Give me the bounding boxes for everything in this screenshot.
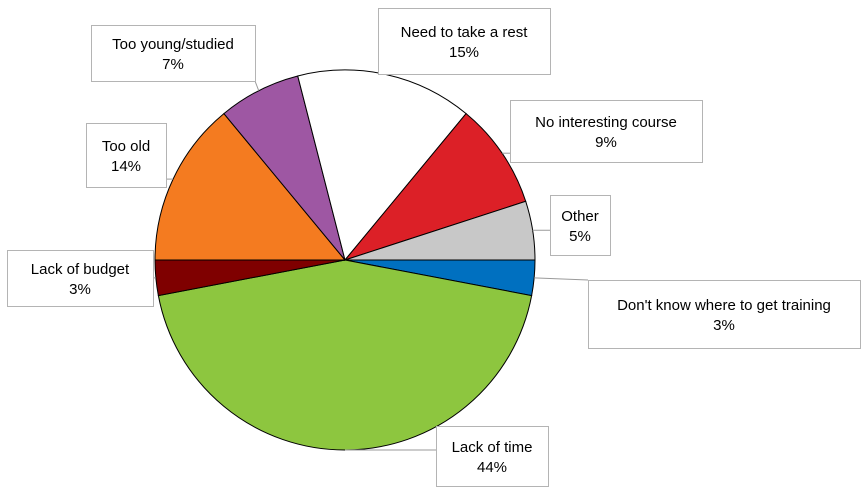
label-category: No interesting course	[535, 114, 677, 131]
label-category: Lack of time	[452, 439, 533, 456]
label-box	[91, 25, 256, 82]
data-label-need-to-take-a-rest: Need to take a rest 15%	[378, 8, 551, 75]
label-box	[588, 280, 861, 349]
label-box	[510, 100, 703, 163]
label-box	[86, 123, 167, 188]
label-percentage: 7%	[162, 56, 184, 73]
label-box	[378, 8, 551, 75]
label-category: Too old	[102, 138, 150, 155]
label-box	[550, 195, 611, 256]
data-label-too-old: Too old 14%	[86, 123, 167, 188]
pie-slices	[154, 69, 536, 451]
label-category: Need to take a rest	[401, 24, 529, 41]
leader-line-don-t-know-where-to-get-training	[534, 277, 589, 281]
leader-lines	[153, 74, 589, 451]
label-box	[7, 250, 154, 307]
label-percentage: 14%	[111, 158, 141, 175]
pie-slice-too-old	[154, 112, 347, 261]
data-label-other: Other 5%	[550, 195, 611, 256]
label-category: Lack of budget	[31, 261, 130, 278]
label-category: Don't know where to get training	[617, 297, 831, 314]
label-percentage: 9%	[595, 134, 617, 151]
data-label-too-young-studied: Too young/studied 7%	[91, 25, 256, 82]
label-percentage: 44%	[477, 459, 507, 476]
label-percentage: 3%	[713, 317, 735, 334]
label-category: Too young/studied	[112, 36, 234, 53]
leader-line-too-young-studied	[254, 80, 260, 91]
label-percentage: 5%	[569, 228, 591, 245]
label-percentage: 3%	[69, 281, 91, 298]
label-category: Other	[561, 208, 599, 225]
data-label-lack-of-budget: Lack of budget 3%	[7, 250, 154, 307]
label-percentage: 15%	[449, 44, 479, 61]
pie-slice-lack-of-time	[157, 259, 533, 451]
data-label-lack-of-time: Lack of time 44%	[436, 426, 549, 487]
label-box	[436, 426, 549, 487]
data-label-no-interesting-course: No interesting course 9%	[510, 100, 703, 163]
pie-slice-no-interesting-course	[343, 112, 527, 262]
data-label-don-t-know-where-to-get-training: Don't know where to get training 3%	[588, 280, 861, 349]
